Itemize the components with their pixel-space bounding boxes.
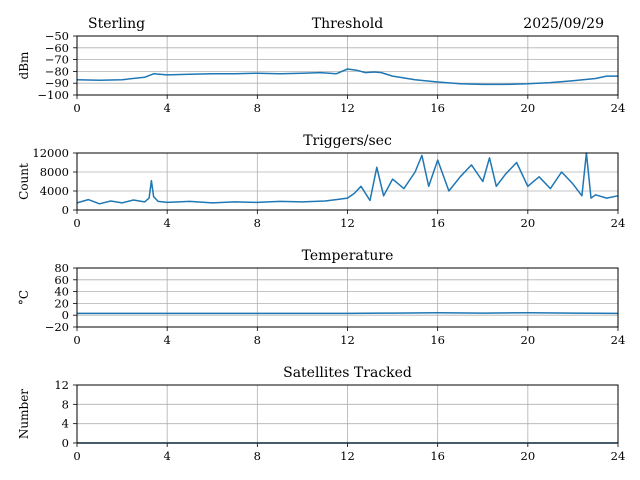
x-tick-label: 0 (73, 101, 80, 115)
y-tick-label: −50 (45, 29, 69, 43)
x-tick-label: 16 (430, 449, 445, 463)
y-tick-label: 60 (54, 273, 69, 287)
x-tick-label: 16 (430, 333, 445, 347)
x-tick-label: 0 (73, 216, 80, 230)
x-tick-label: 24 (611, 333, 626, 347)
chart-threshold: 0 4 8 12 16 20 24 −50−60−70−80−90−100 Threshold d… (17, 16, 625, 115)
y-tick-label: 80 (54, 261, 69, 275)
x-tick-label: 20 (521, 449, 536, 463)
x-tick-label: 24 (611, 216, 626, 230)
y-tick-label: −80 (45, 64, 69, 78)
y-tick-label: 0 (62, 203, 69, 217)
y-tick-label: −20 (45, 320, 69, 334)
series-line-triggers (76, 152, 619, 205)
x-tick-label: 16 (430, 216, 445, 230)
y-tick-label: 4 (62, 417, 69, 431)
chart-title: Threshold (312, 16, 383, 32)
plot-frame (76, 152, 619, 211)
chart-title: Satellites Tracked (283, 365, 412, 381)
x-tick-label: 24 (611, 449, 626, 463)
chart-satellites: 0 4 8 12 16 20 24 12 8 4 0 Satellites Tracked Number (17, 365, 625, 463)
x-tick-label: 8 (254, 101, 261, 115)
x-tick-label: 4 (164, 101, 171, 115)
x-tick-label: 4 (164, 333, 171, 347)
y-tick-label: 4000 (40, 184, 69, 198)
chart-panels: 0 4 8 12 16 20 24 −50−60−70−80−90−100 Threshold d… (17, 16, 625, 463)
chart-title: Temperature (302, 248, 394, 264)
x-tick-label: 8 (254, 216, 261, 230)
chart-triggers: 0 4 8 12 16 20 24 12000 8000 4000 0 Triggers/sec Cou… (17, 133, 625, 230)
y-tick-label: −60 (45, 41, 69, 55)
x-tick-label: 0 (73, 449, 80, 463)
y-tick-label: 40 (54, 285, 69, 299)
chart-title: Triggers/sec (303, 133, 392, 149)
y-tick-label: −70 (45, 53, 69, 67)
x-tick-label: 8 (254, 333, 261, 347)
x-tick-label: 0 (73, 333, 80, 347)
y-tick-label: 12000 (32, 146, 69, 160)
y-tick-label: 8 (62, 397, 69, 411)
y-axis-label: °C (17, 290, 31, 305)
x-tick-label: 16 (430, 101, 445, 115)
x-tick-label: 12 (340, 101, 355, 115)
x-tick-label: 20 (521, 101, 536, 115)
x-tick-label: 4 (164, 449, 171, 463)
x-tick-label: 12 (340, 333, 355, 347)
x-tick-label: 24 (611, 101, 626, 115)
y-tick-label: −90 (45, 76, 69, 90)
y-axis-label: dBm (17, 51, 31, 80)
x-tick-label: 12 (340, 216, 355, 230)
site-label: Sterling (88, 16, 145, 32)
y-tick-label: 0 (62, 308, 69, 322)
plot-frame (76, 384, 619, 444)
y-tick-label: 8000 (40, 165, 69, 179)
y-tick-label: 0 (62, 436, 69, 450)
x-tick-label: 20 (521, 333, 536, 347)
x-tick-label: 12 (340, 449, 355, 463)
y-tick-label: 12 (54, 378, 69, 392)
date-label: 2025/09/29 (523, 16, 604, 32)
y-tick-label: 20 (54, 296, 69, 310)
y-axis-label: Count (17, 163, 31, 200)
x-tick-label: 20 (521, 216, 536, 230)
plot-frame (76, 35, 619, 96)
plot-frame (76, 267, 619, 328)
y-tick-label: −100 (37, 88, 69, 102)
y-axis-label: Number (17, 389, 31, 439)
x-tick-label: 8 (254, 449, 261, 463)
x-tick-label: 4 (164, 216, 171, 230)
series-line-threshold (76, 68, 618, 86)
series-line-temperature (77, 312, 619, 315)
